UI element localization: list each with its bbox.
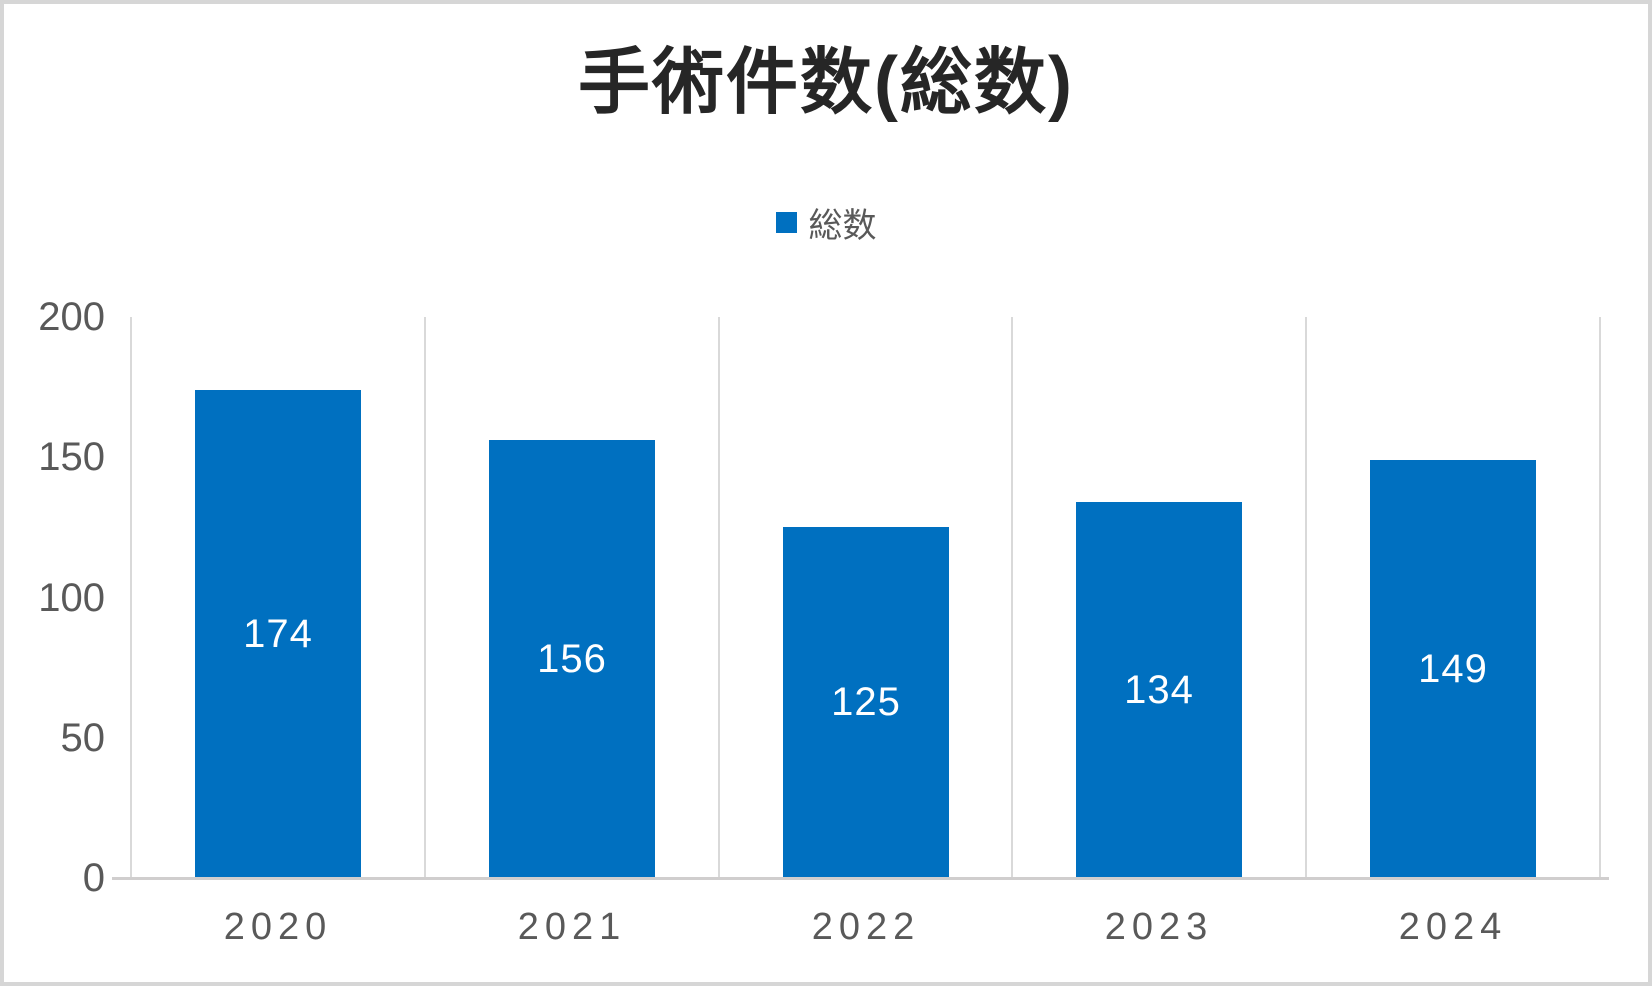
x-axis-tick-label: 2024 bbox=[1398, 906, 1508, 948]
x-axis-line bbox=[112, 877, 1609, 880]
bar-value-label: 156 bbox=[537, 636, 607, 681]
bar-value-label: 134 bbox=[1124, 667, 1194, 712]
bar: 149 bbox=[1370, 460, 1536, 878]
plot-area: 174 156 125 134 149 bbox=[112, 317, 1609, 880]
chart-title: 手術件数(総数) bbox=[578, 43, 1074, 123]
bar: 134 bbox=[1076, 502, 1242, 878]
y-axis-tick-label: 100 bbox=[38, 576, 105, 620]
bar: 125 bbox=[783, 527, 949, 878]
gridline bbox=[1305, 317, 1307, 878]
x-axis-tick-label: 2020 bbox=[223, 906, 333, 948]
gridline bbox=[1011, 317, 1013, 878]
y-axis-tick-label: 0 bbox=[82, 856, 105, 900]
gridline bbox=[718, 317, 720, 878]
bar-value-label: 174 bbox=[243, 611, 313, 656]
bar-value-label: 149 bbox=[1418, 646, 1488, 691]
y-axis-tick-label: 50 bbox=[60, 716, 106, 760]
bar: 156 bbox=[489, 440, 655, 878]
legend-marker-icon bbox=[775, 212, 797, 233]
bar-value-label: 125 bbox=[831, 680, 901, 724]
x-axis-tick-label: 2023 bbox=[1104, 906, 1214, 948]
gridline bbox=[1599, 317, 1601, 878]
y-axis-tick-label: 150 bbox=[38, 435, 105, 479]
y-axis-tick-label: 200 bbox=[38, 295, 105, 339]
gridline bbox=[424, 317, 426, 878]
legend: 総数 bbox=[0, 198, 1652, 247]
gridline bbox=[130, 317, 132, 878]
bar: 174 bbox=[195, 390, 361, 878]
x-axis-tick-label: 2022 bbox=[811, 906, 921, 948]
legend-label: 総数 bbox=[808, 207, 877, 245]
x-axis-tick-label: 2021 bbox=[517, 906, 627, 948]
